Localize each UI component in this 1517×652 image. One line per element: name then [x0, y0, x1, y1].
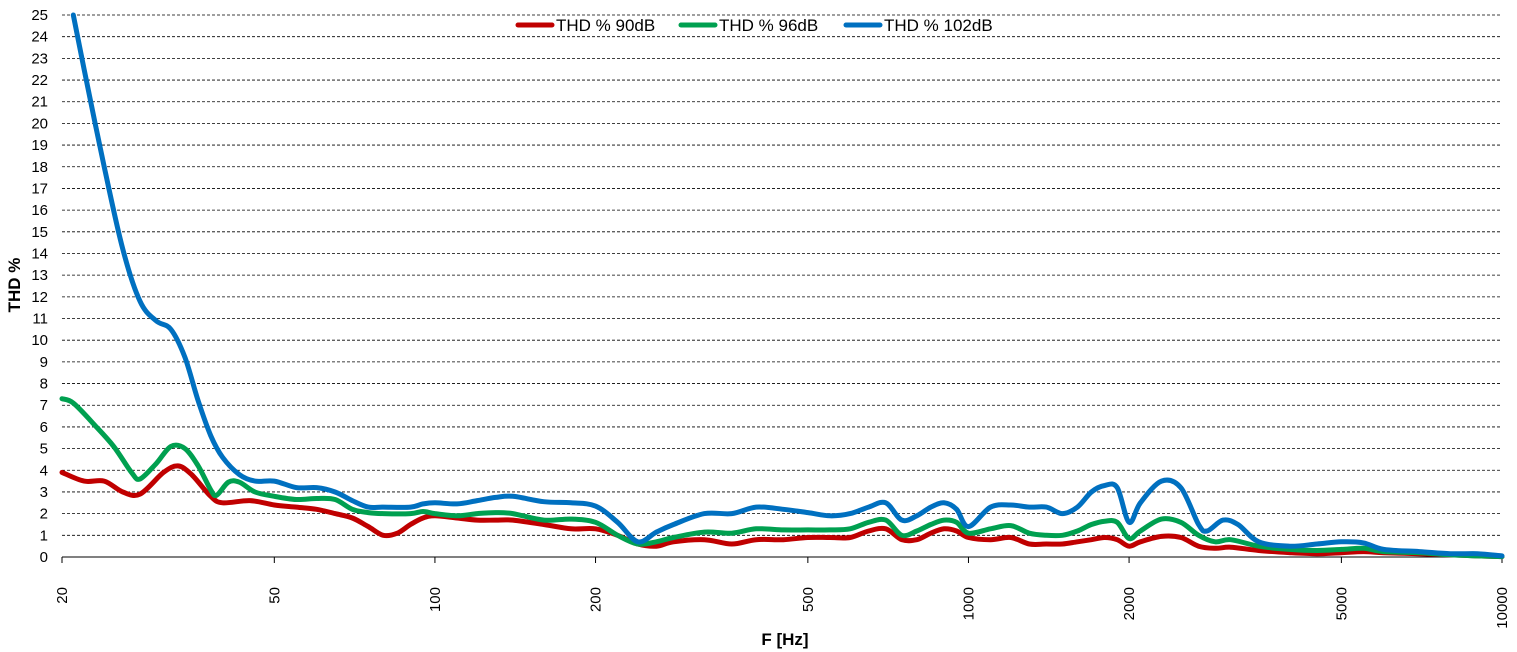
- y-tick-label: 14: [31, 245, 48, 262]
- legend-label: THD % 90dB: [556, 16, 655, 35]
- gridlines: [62, 14, 1502, 536]
- x-tick-label: 50: [266, 587, 283, 604]
- y-tick-label: 9: [40, 354, 48, 371]
- x-tick-label: 10000: [1494, 587, 1511, 629]
- y-tick-label: 0: [40, 549, 48, 566]
- x-axis-ticks: 20 50 100 200 500 1000 2000 5000 10000: [54, 557, 1511, 629]
- series-line-2: [59, 396, 1505, 560]
- y-tick-label: 11: [32, 311, 48, 328]
- y-axis-title: THD %: [5, 258, 24, 313]
- y-tick-label: 5: [40, 441, 48, 458]
- legend: THD % 90dB THD % 96dB THD % 102dB: [515, 16, 993, 35]
- series-line-1: [59, 463, 1505, 560]
- y-tick-label: 13: [31, 267, 48, 284]
- y-tick-label: 2: [40, 506, 48, 523]
- legend-label: THD % 96dB: [719, 16, 818, 35]
- y-tick-label: 1: [40, 527, 48, 544]
- series-lines: [59, 12, 1505, 560]
- x-tick-label: 2000: [1121, 587, 1138, 620]
- x-axis-title: F [Hz]: [761, 630, 808, 649]
- x-tick-label: 1000: [960, 587, 977, 620]
- y-tick-label: 6: [40, 419, 48, 436]
- x-tick-label: 100: [427, 587, 444, 612]
- y-tick-label: 17: [31, 180, 48, 197]
- y-tick-label: 7: [40, 397, 48, 414]
- y-tick-label: 10: [31, 332, 48, 349]
- y-tick-label: 24: [31, 29, 48, 46]
- y-tick-label: 16: [31, 202, 48, 219]
- y-tick-label: 3: [40, 484, 48, 501]
- y-tick-label: 19: [31, 137, 48, 154]
- x-tick-label: 20: [54, 587, 71, 604]
- x-tick-label: 500: [800, 587, 817, 612]
- y-tick-label: 18: [31, 159, 48, 176]
- y-tick-label: 25: [31, 7, 48, 24]
- legend-label: THD % 102dB: [884, 16, 993, 35]
- y-tick-label: 12: [31, 289, 48, 306]
- y-tick-label: 15: [31, 224, 48, 241]
- y-tick-label: 21: [31, 94, 48, 111]
- y-tick-label: 23: [31, 50, 48, 67]
- y-tick-label: 20: [31, 115, 48, 132]
- x-tick-label: 200: [588, 587, 605, 612]
- y-tick-label: 22: [31, 72, 48, 89]
- y-tick-label: 8: [40, 376, 48, 393]
- series-line-3: [70, 12, 1505, 559]
- y-axis-ticks: 0123456789101112131415161718192021222324…: [31, 7, 48, 566]
- y-tick-label: 4: [40, 462, 48, 479]
- x-tick-label: 5000: [1333, 587, 1350, 620]
